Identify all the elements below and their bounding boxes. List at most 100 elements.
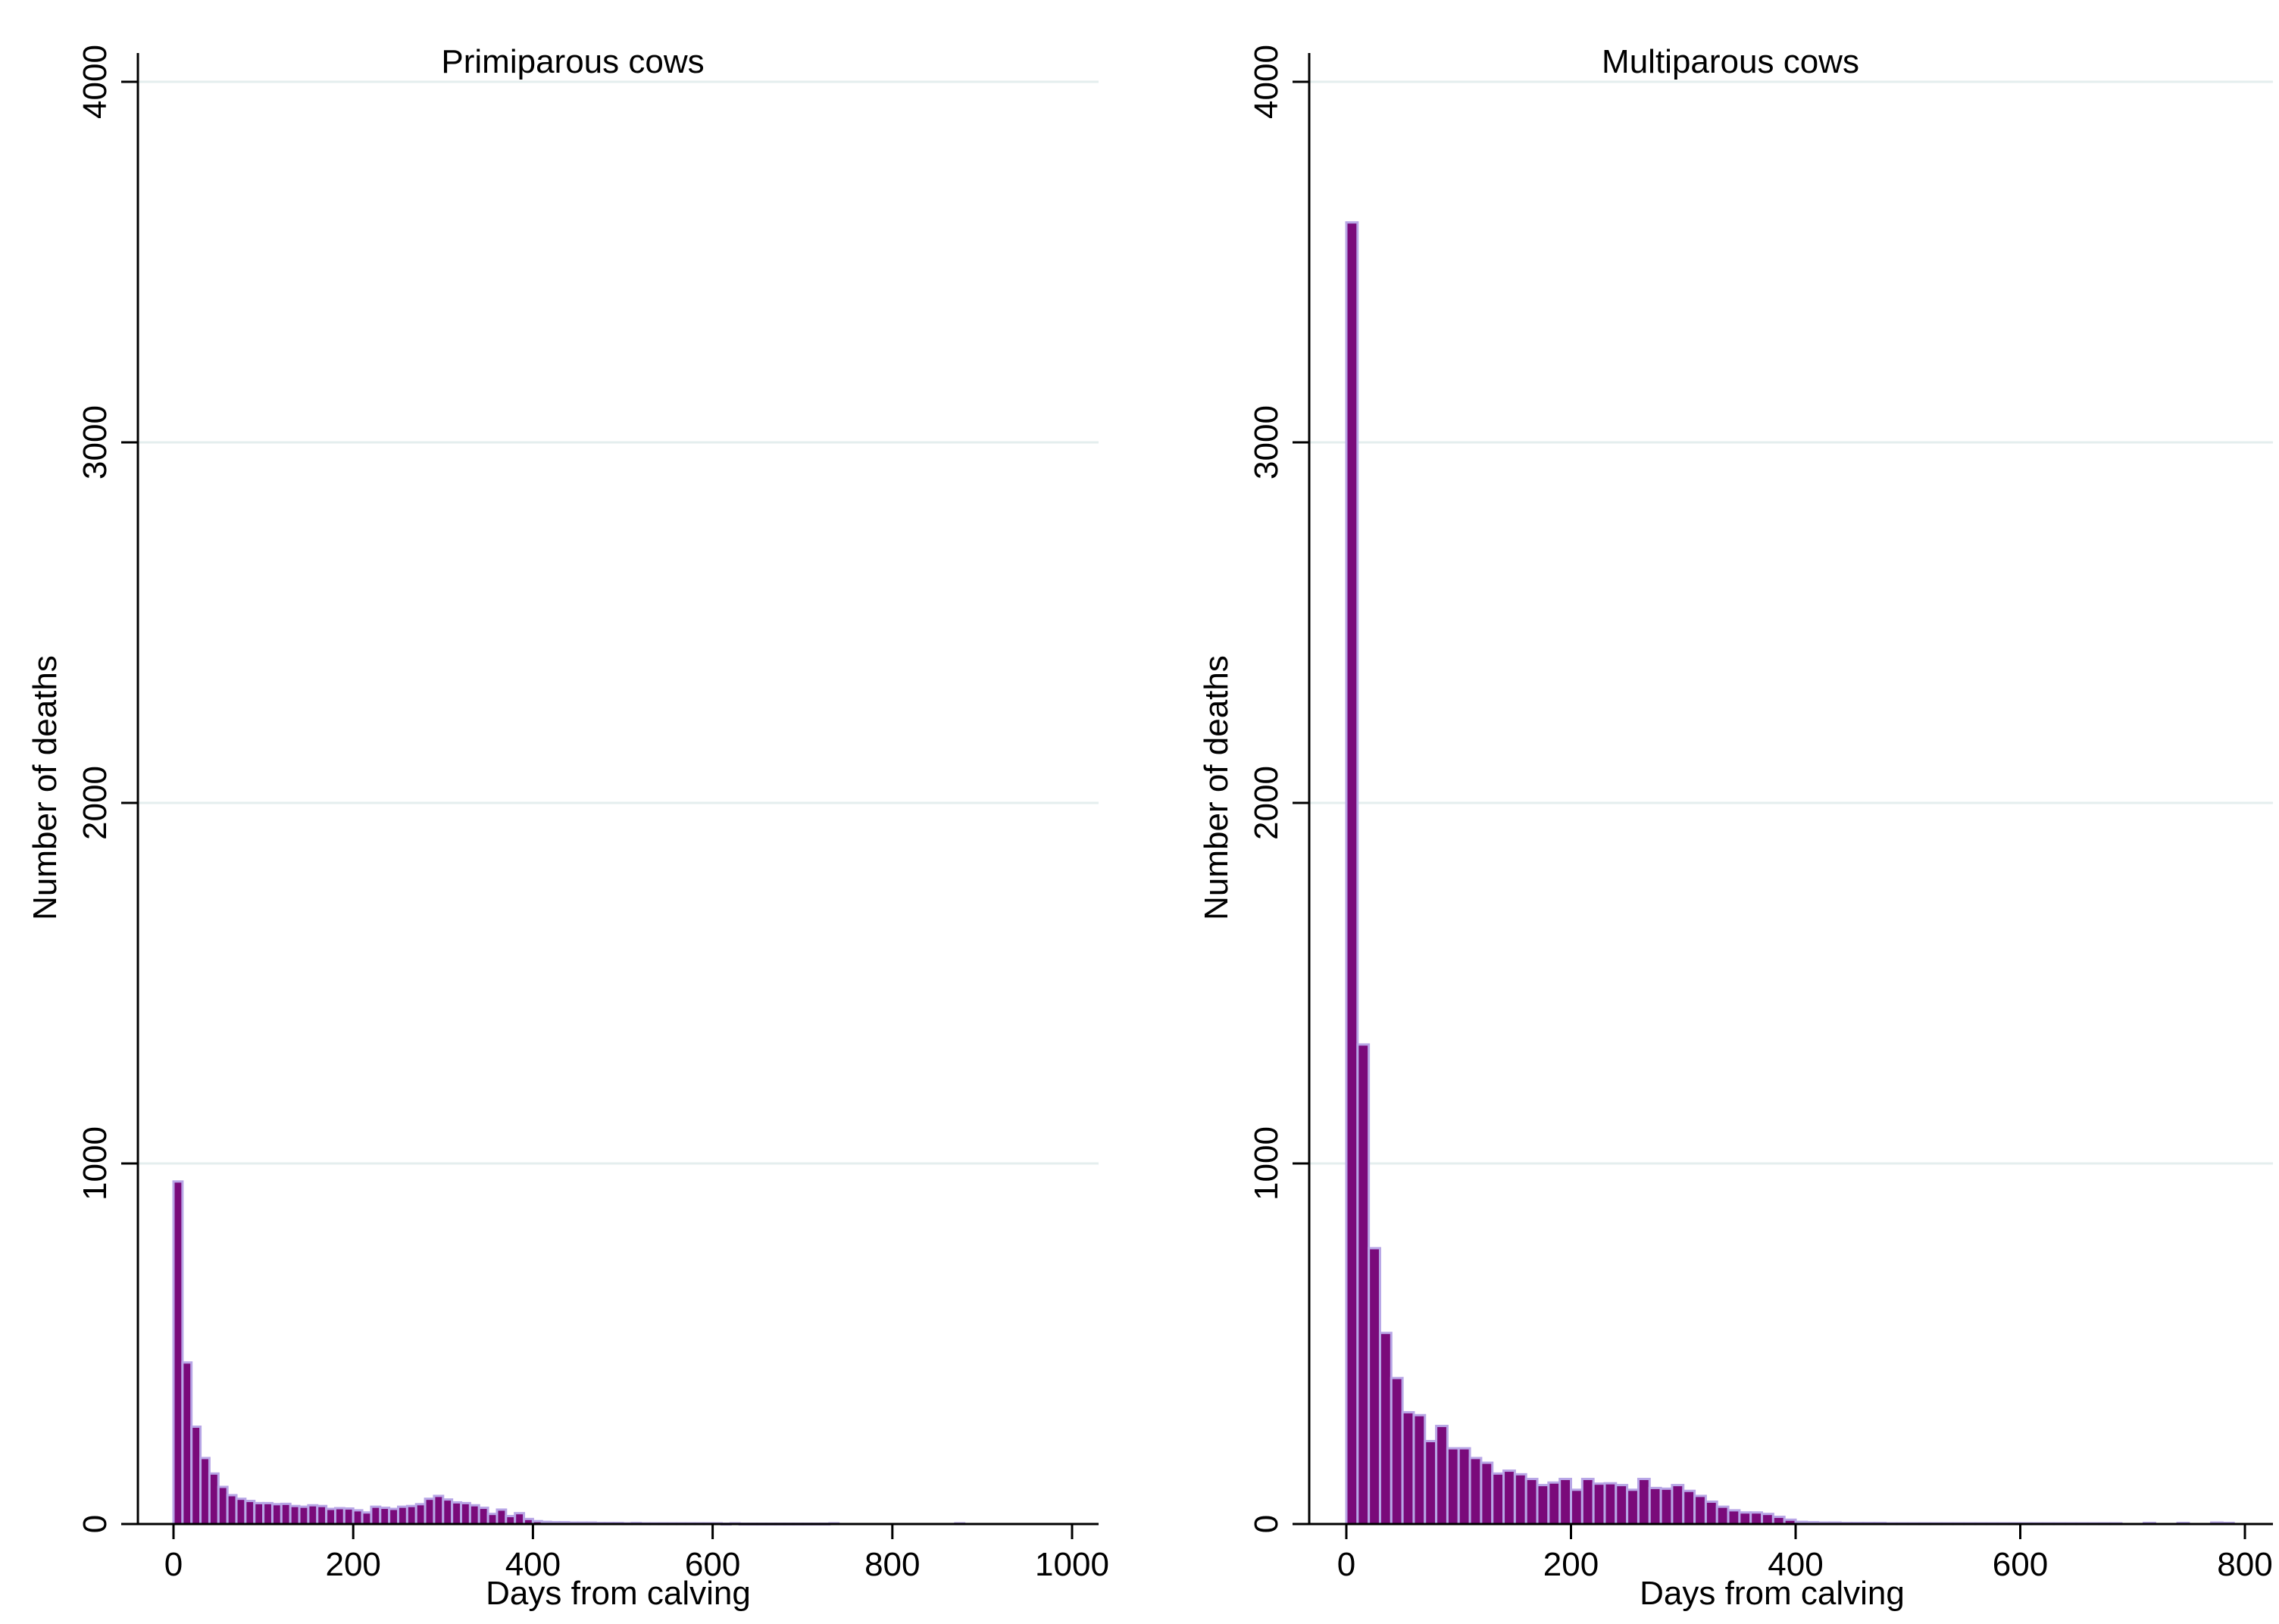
histogram-bar xyxy=(451,1501,463,1526)
histogram-bar xyxy=(477,1507,489,1526)
histogram-bar xyxy=(1390,1376,1404,1526)
histogram-bar xyxy=(1536,1484,1550,1526)
histogram-bar xyxy=(1412,1413,1427,1526)
histogram-bar xyxy=(1513,1473,1527,1526)
histogram-bar xyxy=(1580,1478,1595,1526)
histogram-bar xyxy=(1435,1425,1449,1526)
histogram-bar xyxy=(1378,1332,1393,1526)
histogram-bar xyxy=(1424,1440,1438,1526)
histogram-bar xyxy=(235,1498,247,1526)
panel-primiparous: Primiparous cows Days from calving Numbe… xyxy=(27,43,1109,1612)
x-tick-label: 400 xyxy=(1768,1546,1823,1583)
panel-title-multiparous: Multiparous cows xyxy=(1602,43,1859,80)
histogram-bar xyxy=(1761,1513,1774,1526)
histogram-bar xyxy=(208,1472,220,1526)
histogram-bar xyxy=(298,1505,310,1526)
histogram-bar xyxy=(244,1500,256,1526)
histogram-bar xyxy=(388,1507,400,1526)
x-tick-label: 200 xyxy=(1543,1546,1599,1583)
histogram-bar xyxy=(1457,1447,1471,1526)
histogram-bar xyxy=(1547,1481,1562,1526)
x-tick-label: 200 xyxy=(325,1546,380,1583)
histogram-bar xyxy=(361,1511,373,1526)
x-tick-label: 1000 xyxy=(1035,1546,1109,1583)
histogram-bar xyxy=(1468,1457,1483,1526)
histogram-bar xyxy=(1558,1478,1573,1526)
histogram-bar xyxy=(424,1498,436,1526)
histogram-bar xyxy=(262,1501,274,1526)
histogram-bar xyxy=(414,1503,427,1526)
x-tick-label: 600 xyxy=(1993,1546,2048,1583)
histogram-bar xyxy=(1368,1247,1381,1526)
histogram-bar xyxy=(1446,1447,1460,1526)
histogram-bar xyxy=(1603,1482,1618,1526)
x-tick-label: 0 xyxy=(1337,1546,1355,1583)
y-axis-label-multiparous: Number of deaths xyxy=(1198,655,1235,920)
x-axis-label-primiparous: Days from calving xyxy=(486,1575,751,1612)
histogram-bar xyxy=(352,1509,364,1526)
y-tick-label: 1000 xyxy=(1248,1126,1285,1201)
x-tick-label: 600 xyxy=(685,1546,740,1583)
histogram-bar xyxy=(280,1502,292,1526)
histogram-bar xyxy=(1570,1488,1583,1526)
histogram-bar xyxy=(1749,1511,1764,1526)
histogram-bar xyxy=(486,1513,499,1526)
histogram-bar xyxy=(1626,1488,1640,1526)
histogram-bar xyxy=(433,1494,445,1526)
histogram-bar xyxy=(460,1501,471,1526)
histogram-bar xyxy=(1693,1494,1707,1526)
histogram-bar xyxy=(405,1504,417,1526)
histogram-bar xyxy=(226,1494,238,1526)
histogram-bar xyxy=(1715,1505,1730,1526)
histogram-bar xyxy=(397,1505,408,1526)
y-tick-label: 4000 xyxy=(1248,45,1285,119)
y-tick-label: 3000 xyxy=(1248,405,1285,479)
histogram-bar xyxy=(1671,1484,1685,1526)
histogram-bar xyxy=(514,1512,526,1526)
histogram-bar xyxy=(1648,1486,1662,1526)
histogram-bar xyxy=(496,1508,508,1526)
histogram-bar xyxy=(1480,1461,1494,1526)
histogram-bar xyxy=(1615,1484,1629,1526)
histogram-bar xyxy=(1524,1478,1539,1526)
histogram-bar xyxy=(442,1498,454,1526)
histogram-bar xyxy=(1502,1469,1516,1526)
histogram-bar xyxy=(379,1507,391,1526)
histogram-bar xyxy=(370,1505,382,1526)
x-tick-label: 400 xyxy=(505,1546,561,1583)
panel-title-primiparous: Primiparous cows xyxy=(441,43,704,80)
histogram-bar xyxy=(199,1457,211,1526)
histogram-bar xyxy=(1592,1482,1606,1526)
x-axis-label-multiparous: Days from calving xyxy=(1640,1575,1905,1612)
y-tick-label: 2000 xyxy=(1248,766,1285,840)
histogram-bar xyxy=(1345,221,1359,1526)
histogram-bar xyxy=(270,1503,283,1526)
y-tick-label: 1000 xyxy=(77,1126,114,1201)
histogram-bar xyxy=(1738,1511,1752,1526)
y-tick-label: 4000 xyxy=(77,45,114,119)
histogram-bar xyxy=(333,1507,345,1526)
histogram-bar xyxy=(289,1504,301,1526)
histogram-bar xyxy=(342,1507,355,1526)
histogram-bar xyxy=(217,1485,229,1526)
x-tick-label: 800 xyxy=(2217,1546,2272,1583)
histogram-bar xyxy=(1401,1410,1415,1526)
x-tick-label: 800 xyxy=(864,1546,920,1583)
histogram-bar xyxy=(468,1504,480,1526)
y-tick-label: 2000 xyxy=(77,766,114,840)
histogram-bar xyxy=(172,1180,184,1526)
histogram-bar xyxy=(1356,1043,1371,1526)
histogram-bar xyxy=(1659,1487,1674,1526)
histogram-bar xyxy=(505,1515,517,1526)
y-tick-label: 0 xyxy=(77,1515,114,1533)
histogram-bar xyxy=(190,1425,202,1526)
x-tick-label: 0 xyxy=(164,1546,183,1583)
histogram-bar xyxy=(1727,1509,1741,1526)
histogram-bar xyxy=(316,1504,328,1526)
histogram-bar xyxy=(1491,1472,1505,1526)
y-tick-label: 3000 xyxy=(77,405,114,479)
histogram-bar xyxy=(1704,1500,1718,1526)
histogram-bar xyxy=(325,1507,336,1526)
histogram-bar xyxy=(1682,1489,1696,1526)
